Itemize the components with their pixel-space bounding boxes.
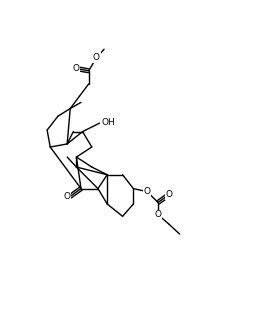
Text: O: O (93, 53, 100, 62)
Text: OH: OH (101, 118, 115, 127)
Text: O: O (63, 192, 70, 201)
Text: O: O (144, 187, 151, 196)
Text: O: O (155, 210, 162, 219)
Text: O: O (72, 64, 79, 73)
Text: O: O (165, 190, 172, 199)
